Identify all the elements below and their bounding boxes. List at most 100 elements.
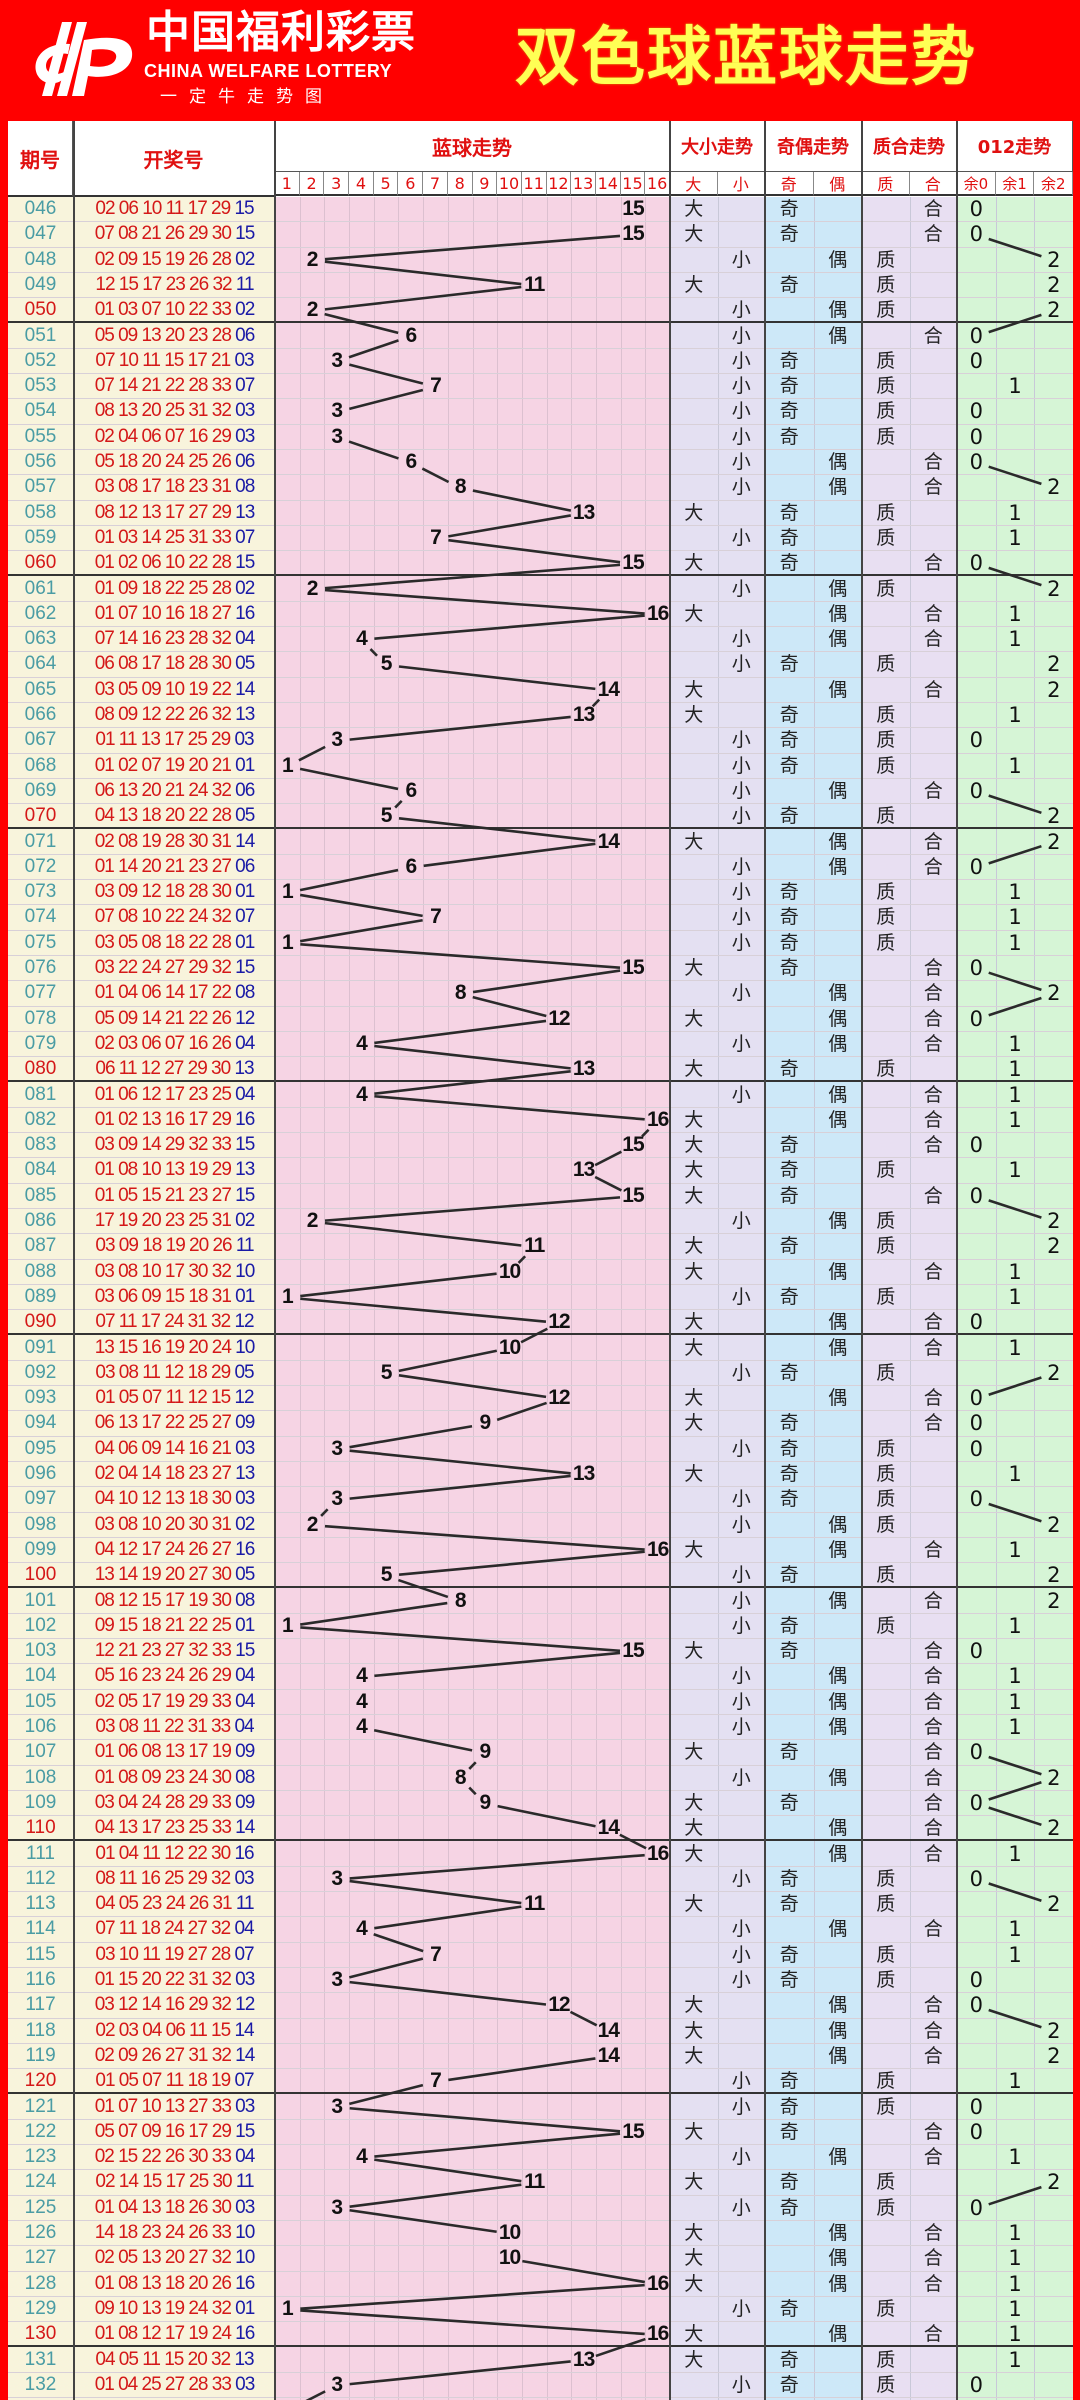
mod-value: 1 <box>1008 880 1022 905</box>
size-value: 大 <box>684 2247 704 2270</box>
parity-value: 偶 <box>828 855 848 878</box>
mod-value: 1 <box>1008 1715 1022 1739</box>
mod-value: 0 <box>969 1183 984 1208</box>
blue-ball-number: 04 <box>235 1032 255 1054</box>
period-number: 055 <box>24 425 57 447</box>
draw-numbers: 01 07 10 13 27 33 03 <box>75 2095 274 2119</box>
mod-trend-line-segment <box>988 1755 1042 1776</box>
blue-ball-number: 15 <box>235 957 255 978</box>
trend-point-label: 1 <box>282 930 294 954</box>
draw-row: 048 02 09 15 19 26 28 02 2 小 偶 质 2 <box>8 248 1073 273</box>
red-ball-numbers: 02 05 17 19 29 33 <box>94 1690 232 1712</box>
trend-point-label: 6 <box>405 778 417 802</box>
draw-row: 070 04 13 18 20 22 28 05 5 小 奇 质 2 <box>8 804 1073 830</box>
draw-numbers: 03 09 18 19 20 26 11 <box>75 1234 274 1258</box>
draw-numbers: 03 05 08 18 22 28 01 <box>75 931 274 955</box>
period-number: 063 <box>24 628 57 650</box>
prime-value: 合 <box>923 830 943 853</box>
parity-value: 偶 <box>828 1918 848 1941</box>
trend-line-segment <box>374 2158 522 2183</box>
draw-numbers: 13 14 19 20 27 30 05 <box>75 1563 274 1587</box>
trend-line-segment <box>374 1094 645 1121</box>
period-number: 059 <box>24 526 57 548</box>
trend-point-label: 6 <box>405 323 417 347</box>
draw-row: 063 07 14 16 23 28 32 04 4 小 偶 合 1 <box>8 627 1073 653</box>
parity-value: 偶 <box>828 678 848 701</box>
blue-ball-number: 14 <box>235 830 255 852</box>
size-value: 小 <box>731 805 751 828</box>
period-number: 072 <box>24 855 57 877</box>
prime-value: 质 <box>876 248 896 271</box>
size-value: 小 <box>731 2196 751 2219</box>
parity-value: 奇 <box>779 1235 799 1258</box>
red-ball-numbers: 03 08 10 20 30 31 <box>94 1513 232 1535</box>
mod-trend-line-segment <box>988 313 1042 334</box>
period-number: 119 <box>25 2044 56 2066</box>
period-number: 116 <box>25 1969 56 1990</box>
blue-ball-number: 03 <box>235 2196 255 2218</box>
draw-row: 075 03 05 08 18 22 28 01 1 小 奇 质 1 <box>8 931 1073 956</box>
mod-value: 1 <box>1008 1942 1022 1967</box>
grid-line <box>571 197 573 2400</box>
size-value: 小 <box>731 1210 751 1232</box>
parity-value: 奇 <box>779 653 799 676</box>
parity-value: 偶 <box>828 248 848 271</box>
red-ball-numbers: 02 03 06 07 16 26 <box>94 1032 232 1054</box>
blue-ball-number: 13 <box>235 1159 255 1181</box>
parity-value: 偶 <box>828 2019 848 2042</box>
grid-line <box>546 197 548 2400</box>
red-ball-numbers: 09 10 13 19 24 32 <box>94 2297 232 2319</box>
trend-point-label: 14 <box>597 2043 620 2067</box>
trend-line-segment <box>374 1070 571 1095</box>
trend-point-label: 4 <box>356 2145 368 2169</box>
trend-line-segment <box>374 1019 547 1045</box>
parity-value: 偶 <box>828 830 848 853</box>
trend-line-segment <box>497 1804 596 1828</box>
draw-numbers: 06 13 17 22 25 27 09 <box>75 1411 274 1435</box>
prime-value: 质 <box>876 501 896 524</box>
size-value: 小 <box>731 653 751 676</box>
prime-value: 合 <box>923 1665 943 1688</box>
mod-trend-line-segment <box>988 1806 1042 1827</box>
draw-numbers: 02 05 17 19 29 33 04 <box>75 1690 274 1714</box>
trend-line-segment <box>472 489 572 512</box>
prime-value: 质 <box>876 1943 896 1966</box>
draw-row: 111 01 04 11 12 22 30 16 16 大偶合 1 <box>8 1842 1073 1867</box>
draw-numbers: 08 12 13 17 27 29 13 <box>75 501 274 525</box>
mod-value: 0 <box>969 2094 984 2119</box>
red-ball-numbers: 17 19 20 23 25 31 <box>94 1210 232 1231</box>
period-number: 069 <box>24 779 57 801</box>
welfare-lottery-logo-icon <box>35 22 133 96</box>
red-ball-numbers: 01 15 20 22 31 32 <box>94 1969 232 1990</box>
parity-value: 偶 <box>828 1311 848 1334</box>
red-ball-numbers: 03 08 11 12 18 29 <box>95 1361 231 1383</box>
parity-value: 偶 <box>828 1513 848 1536</box>
parity-value: 奇 <box>779 349 799 372</box>
draw-row: 110 04 13 17 23 25 33 14 14 大偶合 2 <box>8 1816 1073 1842</box>
trend-line-segment <box>300 1626 621 1653</box>
blue-ball-number: 16 <box>235 1108 255 1130</box>
size-value: 大 <box>684 1387 704 1410</box>
size-value: 小 <box>731 1564 751 1587</box>
trend-line-segment <box>324 588 645 615</box>
parity-value: 偶 <box>828 779 848 802</box>
draw-row: 051 05 09 13 20 23 28 06 6 小 偶 合 0 <box>8 324 1073 349</box>
trend-line-segment <box>472 969 621 994</box>
mod-value: 2 <box>1047 1360 1061 1385</box>
size-value: 小 <box>731 299 751 322</box>
draw-numbers: 02 03 06 07 16 26 04 <box>75 1032 274 1056</box>
mod-column-header: 余2 <box>1034 172 1073 196</box>
draw-numbers: 01 03 14 25 31 33 07 <box>75 526 274 550</box>
red-ball-numbers: 01 04 25 27 28 33 <box>94 2373 232 2395</box>
mod-column-header: 余0 <box>957 172 996 196</box>
prime-value: 合 <box>923 2146 943 2169</box>
period-number: 070 <box>24 805 57 827</box>
trend-column-header: 15 <box>620 172 646 196</box>
red-ball-numbers: 02 14 15 17 25 30 <box>95 2171 232 2193</box>
mod-value: 1 <box>1008 1462 1022 1486</box>
period-number: 086 <box>24 1210 57 1231</box>
mod-value: 1 <box>1008 1537 1022 1562</box>
trend-line-segment <box>324 312 399 335</box>
blue-ball-number: 12 <box>235 1994 255 2016</box>
trend-line-segment <box>569 2010 598 2027</box>
